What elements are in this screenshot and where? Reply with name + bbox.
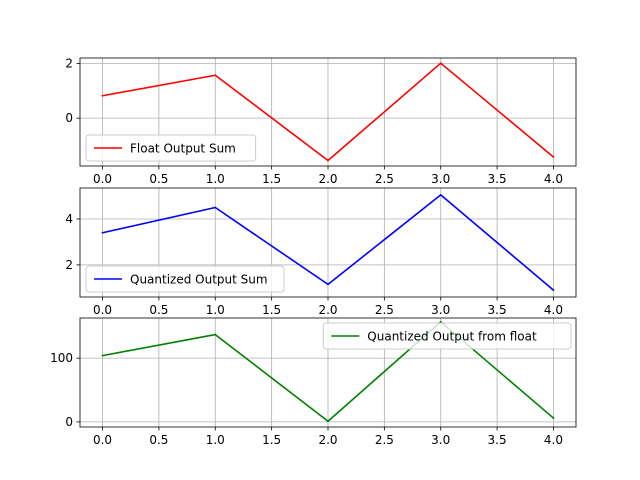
legend-label: Quantized Output from float — [367, 330, 537, 344]
axes-frame — [79, 187, 577, 298]
x-tick-label: 3.5 — [488, 172, 507, 186]
y-tick-label: 100 — [50, 351, 73, 365]
x-tick-label: 1.5 — [262, 172, 281, 186]
data-point — [439, 193, 442, 196]
x-tick-label: 3.0 — [431, 172, 450, 186]
x-tick-label: 3.0 — [431, 303, 450, 317]
legend: Float Output Sum — [85, 134, 257, 162]
x-tick-label: 1.0 — [206, 172, 225, 186]
data-point — [327, 283, 329, 286]
y-tick-label: 0 — [65, 111, 73, 125]
x-tick-label: 1.5 — [262, 433, 281, 447]
legend-label: Quantized Output Sum — [130, 273, 268, 287]
axes-frame — [79, 317, 577, 428]
x-tick-label: 0.5 — [149, 172, 168, 186]
data-point — [327, 420, 329, 423]
subplot-2: 0.0 0.5 1.0 1.5 2.0 2.5 3.0 3.5 4.0 2 4 Quantized O… — [65, 187, 577, 317]
y-tick-label: 4 — [65, 212, 73, 226]
x-tick-label: 4.0 — [544, 172, 563, 186]
legend-box — [85, 134, 257, 162]
data-point — [101, 231, 104, 234]
data-point — [214, 206, 217, 209]
x-tick-label: 1.0 — [206, 303, 225, 317]
x-tick-label: 4.0 — [544, 433, 563, 447]
data-point — [552, 156, 555, 158]
x-tick-label: 2.5 — [375, 433, 394, 447]
data-point — [101, 354, 104, 357]
legend-box — [85, 265, 285, 293]
x-tick-label: 2.0 — [318, 433, 337, 447]
x-tick-label: 4.0 — [544, 303, 563, 317]
subplot-1: 0.0 0.5 1.0 1.5 2.0 2.5 3.0 3.5 4.0 0 2 Float Outpu… — [65, 56, 577, 186]
x-tick-label: 0.5 — [149, 303, 168, 317]
legend: Quantized Output from float — [322, 322, 572, 350]
data-point — [439, 320, 442, 323]
x-tick-label: 0.5 — [149, 433, 168, 447]
data-point — [552, 417, 555, 419]
legend-label: Float Output Sum — [130, 142, 236, 156]
x-tick-label: 2.5 — [375, 303, 394, 317]
legend: Quantized Output Sum — [85, 265, 285, 293]
x-tick-label: 2.0 — [318, 172, 337, 186]
x-tick-label: 2.5 — [375, 172, 394, 186]
data-point — [439, 62, 442, 65]
data-point — [327, 159, 329, 162]
legend-box — [322, 322, 572, 350]
x-tick-label: 3.5 — [488, 433, 507, 447]
x-tick-label: 0.0 — [93, 303, 112, 317]
x-tick-label: 1.0 — [206, 433, 225, 447]
subplot-3: 0.0 0.5 1.0 1.5 2.0 2.5 3.0 3.5 4.0 0 100 Quantized… — [50, 317, 577, 447]
x-tick-label: 2.0 — [318, 303, 337, 317]
data-point — [214, 333, 217, 336]
x-tick-label: 3.0 — [431, 433, 450, 447]
x-tick-label: 0.0 — [93, 433, 112, 447]
y-tick-label: 0 — [65, 415, 73, 429]
data-point — [214, 74, 217, 77]
y-tick-label: 2 — [65, 56, 73, 70]
x-tick-label: 0.0 — [93, 172, 112, 186]
y-tick-label: 2 — [65, 258, 73, 272]
axes-frame — [79, 57, 577, 167]
data-point — [552, 289, 555, 292]
x-tick-label: 3.5 — [488, 303, 507, 317]
x-tick-label: 1.5 — [262, 303, 281, 317]
data-point — [101, 94, 104, 97]
